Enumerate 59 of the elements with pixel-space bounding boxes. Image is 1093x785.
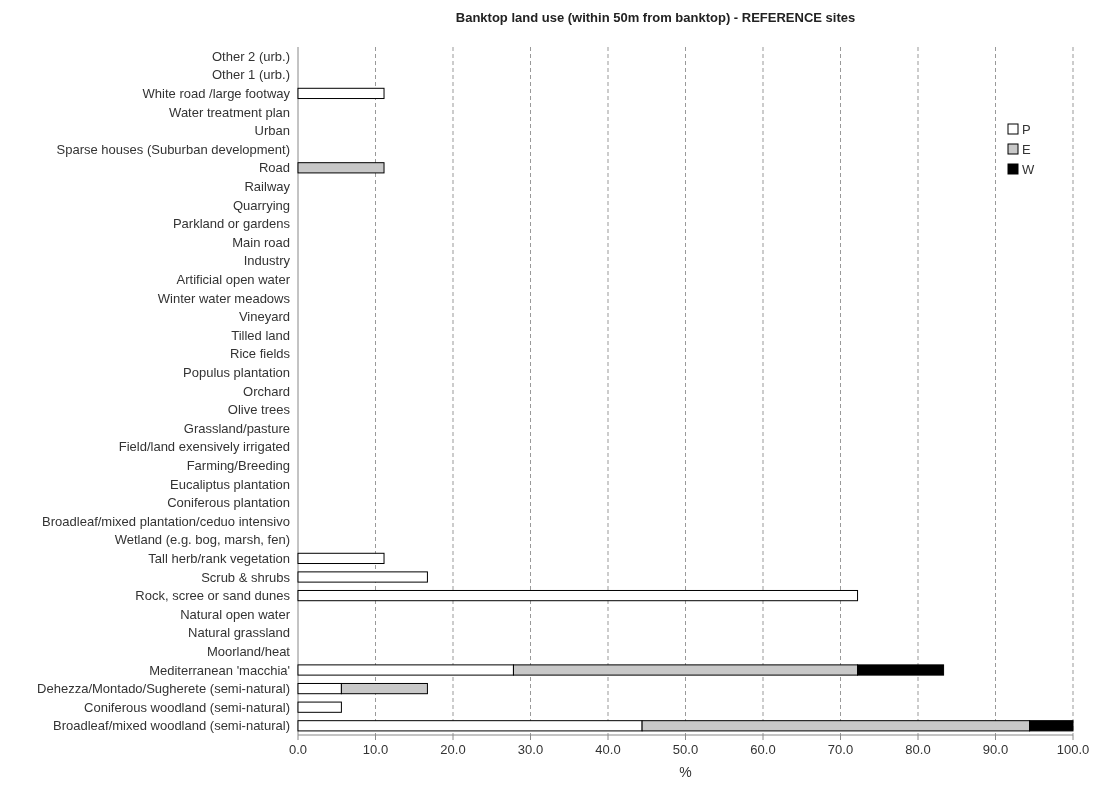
y-tick-label: Tall herb/rank vegetation: [148, 550, 290, 566]
x-tick-label: 70.0: [827, 742, 854, 757]
x-tick-label: 50.0: [672, 742, 699, 757]
bar: [297, 552, 385, 565]
y-tick-label: Coniferous plantation: [167, 495, 290, 511]
y-tick-label: Railway: [244, 178, 291, 194]
x-tick-label: 20.0: [440, 742, 466, 757]
x-tick-label: 100.0: [1056, 742, 1090, 757]
y-tick-label: White road /large footway: [142, 85, 291, 101]
y-tick-label: Coniferous woodland (semi-natural): [84, 699, 290, 715]
y-tick-label: Populus plantation: [183, 364, 290, 380]
y-tick-label: Rice fields: [230, 346, 291, 362]
x-tick-label: 90.0: [982, 742, 1009, 757]
x-tick-label: 80.0: [905, 742, 931, 757]
y-tick-label: Broadleaf/mixed woodland (semi-natural): [52, 718, 290, 734]
x-axis-title: %: [679, 764, 692, 780]
y-tick-label: Parkland or gardens: [172, 216, 291, 232]
y-tick-label: Olive trees: [227, 402, 291, 418]
y-tick-label: Industry: [243, 253, 291, 269]
x-tick-label: 40.0: [595, 742, 621, 757]
y-tick-label: Sparse houses (Suburban development): [56, 141, 290, 157]
legend-label: E: [1022, 141, 1031, 157]
x-tick-label: 30.0: [517, 742, 544, 757]
chart-title: Banktop land use (within 50m from banktop) - REFERENCE sites: [455, 10, 856, 25]
x-tick-label: 10.0: [362, 742, 389, 757]
y-tick-label: Eucaliptus plantation: [170, 476, 290, 492]
y-tick-label: Main road: [232, 234, 290, 250]
legend-label: W: [1022, 161, 1035, 177]
y-tick-label: Farming/Breeding: [186, 457, 290, 473]
y-tick-label: Grassland/pasture: [183, 420, 290, 436]
y-tick-label: Wetland (e.g. bog, marsh, fen): [114, 532, 290, 548]
y-tick-label: Artificial open water: [176, 271, 291, 287]
x-tick-label: 0.0: [288, 742, 308, 757]
bar: [297, 589, 859, 602]
bar: [297, 701, 342, 713]
legend-label: P: [1022, 121, 1031, 137]
y-tick-label: Moorland/heat: [206, 643, 291, 659]
x-tick-label: 60.0: [750, 742, 776, 757]
y-tick-label: Quarrying: [232, 197, 290, 213]
y-tick-label: Orchard: [243, 383, 290, 399]
y-tick-label: Broadleaf/mixed plantation/ceduo intensivo: [42, 513, 290, 529]
y-tick-label: Rock, scree or sand dunes: [135, 588, 291, 604]
y-tick-label: Winter water meadows: [157, 290, 291, 306]
y-tick-label: Other 1 (urb.): [211, 67, 290, 83]
y-tick-label: Water treatment plan: [169, 104, 290, 120]
y-tick-label: Vineyard: [238, 309, 290, 325]
y-tick-label: Scrub & shrubs: [201, 569, 291, 585]
y-tick-label: Field/land exensively irrigated: [118, 439, 290, 455]
y-tick-label: Urban: [254, 123, 290, 139]
y-tick-label: Other 2 (urb.): [211, 48, 290, 64]
y-tick-label: Mediterranean 'macchia': [149, 662, 290, 678]
y-tick-label: Natural open water: [180, 606, 291, 622]
y-tick-label: Natural grassland: [188, 625, 290, 641]
bar: [297, 162, 385, 174]
bar: [297, 571, 428, 583]
y-tick-label: Dehezza/Montado/Sugherete (semi-natural): [37, 681, 290, 697]
y-tick-label: Road: [258, 160, 290, 176]
y-tick-label: Tilled land: [231, 327, 290, 343]
bar: [297, 87, 385, 100]
